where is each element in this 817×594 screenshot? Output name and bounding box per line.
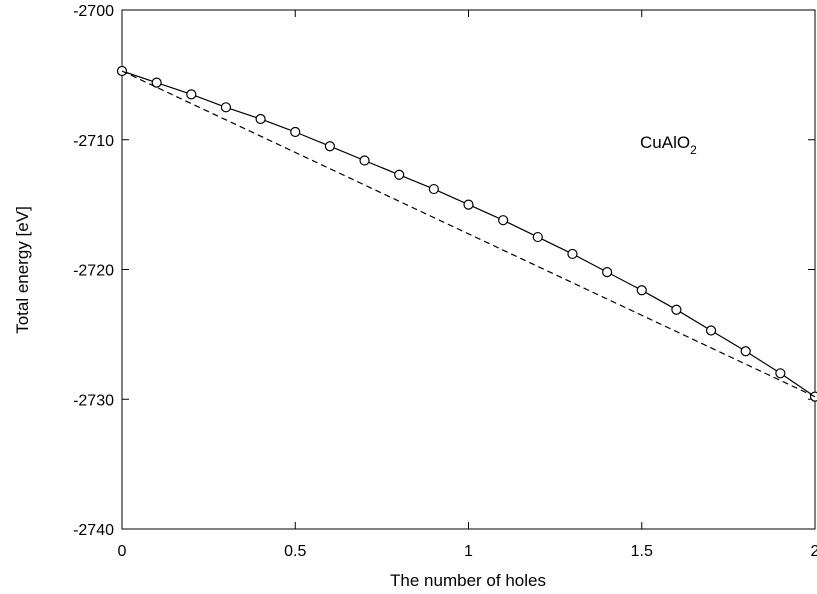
y-axis-label: Total energy [eV] <box>13 206 32 334</box>
data-point <box>151 77 162 88</box>
data-point <box>116 65 128 77</box>
y-tick-label: -2730 <box>73 392 114 409</box>
compound-annotation-subscript: 2 <box>690 143 697 157</box>
data-point <box>740 346 751 357</box>
data-point <box>532 231 543 243</box>
data-point <box>601 266 613 278</box>
tick-marks <box>121 9 816 530</box>
compound-annotation-main: CuAlO <box>640 133 690 152</box>
x-tick-label: 1 <box>464 543 473 560</box>
y-tick-label: -2720 <box>73 263 114 280</box>
plot-frame <box>121 9 816 530</box>
data-point <box>394 169 405 180</box>
data-point <box>463 199 474 210</box>
data-point <box>671 304 682 315</box>
data-point <box>775 368 786 379</box>
series-layer <box>116 65 817 402</box>
compound-annotation: CuAlO2 <box>640 133 697 157</box>
x-axis-label: The number of holes <box>390 571 546 590</box>
data-point <box>255 113 266 125</box>
x-tick-label: 2 <box>811 543 817 560</box>
x-tick-label: 0.5 <box>284 543 306 560</box>
data-point <box>290 126 301 138</box>
y-tick-label: -2740 <box>73 522 114 539</box>
data-point <box>498 215 509 226</box>
data-point <box>567 248 578 260</box>
x-tick-label: 1.5 <box>631 543 653 560</box>
y-tick-label: -2700 <box>73 3 114 20</box>
tick-labels: 0 0.5 1 1.5 2 -2700 -2710 -2720 -2730 -2740 <box>73 3 817 560</box>
data-point <box>186 89 197 100</box>
data-point <box>636 285 647 296</box>
y-tick-label: -2710 <box>73 133 114 150</box>
x-tick-label: 0 <box>118 543 127 560</box>
series-1-line <box>121 70 816 398</box>
data-point <box>359 155 370 166</box>
data-point <box>705 325 717 336</box>
data-point <box>324 141 335 152</box>
data-point <box>428 183 439 195</box>
data-point <box>220 102 232 113</box>
